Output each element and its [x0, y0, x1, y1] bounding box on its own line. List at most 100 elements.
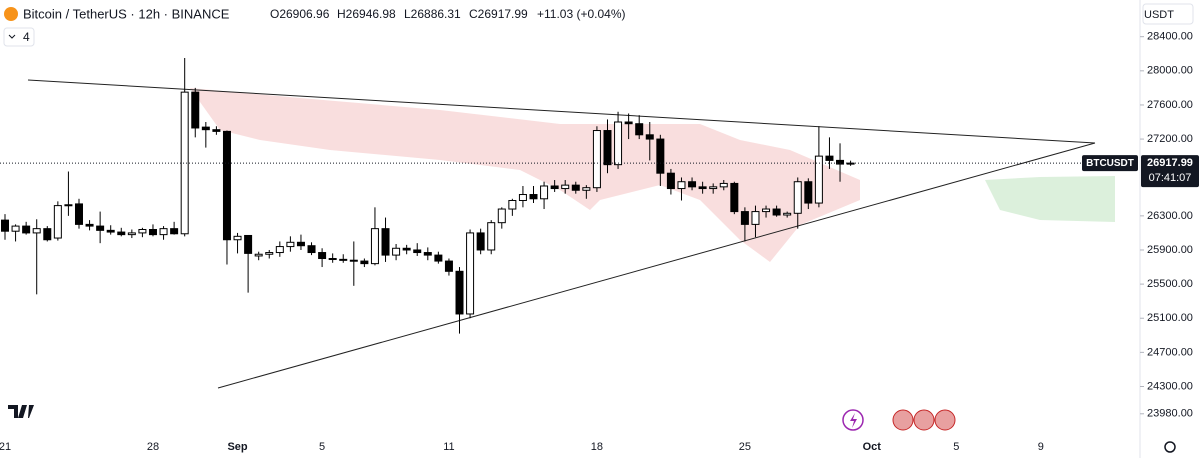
coin-icon — [4, 7, 18, 21]
trend-line-lower — [217, 142, 1096, 389]
indicator-count: 4 — [23, 30, 30, 44]
candle-body — [307, 245, 316, 254]
x-tick-label: Oct — [863, 441, 882, 453]
candle-body — [825, 155, 834, 161]
event-flag[interactable] — [892, 409, 914, 431]
price-tag — [1141, 155, 1199, 188]
candle-body — [444, 260, 453, 272]
trend-line-upper — [27, 79, 1096, 144]
y-tick-label: 25900.00 — [1147, 244, 1193, 256]
candle-body — [571, 184, 580, 191]
candle-body — [423, 252, 432, 256]
candle-body — [11, 225, 20, 232]
candle-body — [698, 186, 707, 190]
candle-body — [688, 181, 697, 188]
legend-high: H26946.98 — [337, 7, 396, 21]
candle-body — [603, 130, 612, 166]
candle-body — [518, 194, 527, 201]
candle-body — [540, 185, 549, 200]
candle-body — [614, 121, 623, 166]
candle-body — [201, 126, 210, 131]
candle-body — [434, 254, 443, 262]
candle-body — [624, 121, 633, 125]
indicator-toggle[interactable] — [3, 27, 35, 47]
currency: USDT — [1144, 9, 1174, 21]
candle-body — [180, 91, 189, 235]
candle-body — [254, 253, 263, 257]
candle-body — [106, 229, 115, 233]
candle-body — [318, 252, 327, 260]
candle-body — [666, 172, 675, 190]
candle-body — [497, 208, 506, 224]
candle-body — [381, 228, 390, 256]
legend-close: C26917.99 — [469, 7, 528, 21]
currency-button[interactable] — [1142, 3, 1194, 25]
candle-body — [265, 252, 274, 255]
candle-body — [392, 247, 401, 256]
legend-change: +11.03 (+0.04%) — [537, 7, 626, 21]
candle-body — [191, 91, 200, 129]
candle-body — [730, 182, 739, 213]
candle-body — [476, 232, 485, 251]
candle-body — [360, 260, 369, 265]
candle-body — [561, 184, 570, 190]
legend-low: L26886.31 — [404, 7, 461, 21]
candle-body — [148, 229, 157, 236]
cloud-red — [190, 88, 860, 262]
candle-body — [751, 211, 760, 225]
candle-body — [212, 129, 221, 132]
settings-icon[interactable] — [1164, 441, 1176, 453]
candle-body — [793, 181, 802, 214]
candle-body — [783, 212, 792, 216]
candle-body — [296, 241, 305, 247]
event-flag[interactable] — [913, 409, 935, 431]
candle-body — [645, 134, 654, 140]
y-tick-label: 24700.00 — [1147, 346, 1193, 358]
candle-body — [402, 247, 411, 251]
candle-body — [53, 205, 62, 239]
event-flag[interactable] — [934, 409, 956, 431]
candle-body — [1, 219, 9, 232]
candle-body — [233, 235, 242, 241]
x-tick-label: Sep — [227, 441, 247, 453]
candle-body — [74, 203, 83, 225]
y-tick-label: 27200.00 — [1147, 133, 1193, 145]
candle-body — [64, 204, 73, 207]
candle-body — [592, 130, 601, 189]
x-tick-label: 25 — [739, 441, 751, 453]
candle-body — [635, 123, 644, 136]
cloud-green — [985, 176, 1115, 222]
candle-body — [550, 185, 559, 190]
x-tick-label: 11 — [443, 441, 454, 453]
x-tick-label: 9 — [1038, 441, 1044, 453]
candle-body — [159, 228, 168, 236]
y-tick-label: 27600.00 — [1147, 99, 1193, 111]
y-tick-label: 25100.00 — [1147, 312, 1193, 324]
price-label: 26917.99 — [1147, 157, 1193, 169]
y-tick-label: 28000.00 — [1147, 65, 1193, 77]
candle-body — [804, 181, 813, 204]
tv-logo-shape — [8, 405, 34, 418]
candle-body — [170, 228, 179, 235]
countdown: 07:41:07 — [1149, 172, 1192, 184]
candle-body — [328, 258, 337, 261]
candle-body — [582, 187, 591, 191]
candle-body — [413, 249, 422, 254]
candle-body — [286, 241, 295, 248]
candle-body — [836, 159, 845, 165]
x-tick-label: 28 — [147, 441, 159, 453]
symbol-title[interactable]: Bitcoin / TetherUS · 12h · BINANCE — [23, 6, 230, 21]
candle-body — [96, 225, 105, 231]
candle-body — [719, 182, 728, 188]
candle-body — [138, 229, 147, 234]
legend-open: O26906.96 — [270, 7, 330, 21]
chevron — [8, 34, 16, 39]
symbol-tag — [1082, 155, 1138, 172]
candle-body — [814, 155, 823, 204]
bolt — [850, 413, 857, 428]
x-tick-label: 5 — [953, 441, 959, 453]
y-tick-label: 24300.00 — [1147, 380, 1193, 392]
candle-body — [339, 258, 348, 261]
